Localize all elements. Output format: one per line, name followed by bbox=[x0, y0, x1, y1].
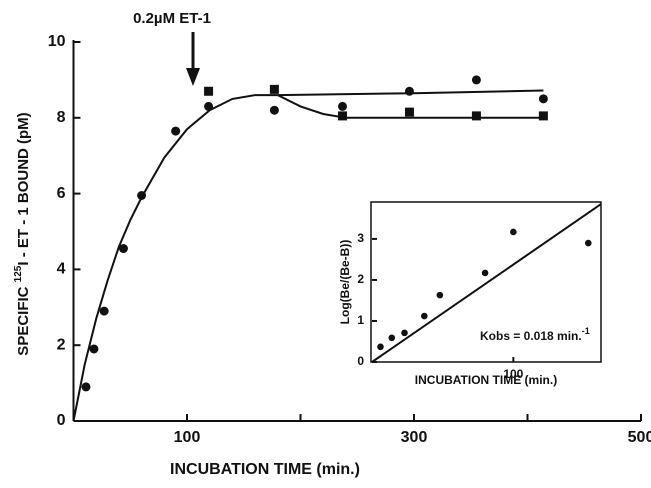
circle-point bbox=[538, 94, 548, 104]
circle-point bbox=[89, 344, 99, 354]
annotation: 0.2µM ET-1 bbox=[133, 10, 211, 27]
inset-y-tick-label: 0 bbox=[357, 354, 364, 368]
circle-point bbox=[118, 244, 128, 254]
circle-point bbox=[81, 382, 91, 392]
y-axis-label: SPECIFIC 125I - ET - 1 BOUND (pM) bbox=[13, 112, 32, 355]
inset-circle-point bbox=[421, 312, 428, 320]
y-tick-label: 0 bbox=[57, 412, 66, 429]
inset-y-tick-label: 3 bbox=[357, 231, 364, 245]
y-tick-label: 4 bbox=[57, 261, 66, 278]
inset-x-axis-label: INCUBATION TIME (min.) bbox=[415, 373, 557, 387]
inset-circle-point bbox=[481, 269, 489, 277]
inset-y-axis-label: Log(Be/(Be-B)) bbox=[338, 240, 352, 325]
inset-y-tick-label: 1 bbox=[357, 313, 364, 327]
fit-line bbox=[277, 89, 544, 97]
y-tick-label: 8 bbox=[57, 109, 66, 126]
inset-circle-point bbox=[377, 343, 384, 351]
inset-circle-point bbox=[388, 334, 396, 342]
circle-point bbox=[471, 75, 481, 85]
x-tick-label: 300 bbox=[401, 429, 428, 446]
square-point bbox=[538, 111, 548, 121]
inset-circle-point bbox=[510, 228, 517, 236]
circle-point bbox=[337, 101, 347, 111]
x-axis-label: INCUBATION TIME (min.) bbox=[170, 461, 360, 478]
y-label-main: I - ET - 1 BOUND (pM) bbox=[15, 112, 32, 265]
fit-line bbox=[72, 94, 278, 422]
square-point bbox=[471, 111, 481, 121]
circle-point bbox=[99, 306, 109, 316]
annotation-arrow bbox=[186, 32, 200, 86]
y-tick-label: 2 bbox=[57, 336, 66, 353]
inset-circle-point bbox=[436, 291, 444, 299]
inset-annotation-main: Kobs = 0.018 min. bbox=[480, 329, 582, 343]
y-label-prefix: SPECIFIC bbox=[15, 286, 32, 355]
inset-circle-point bbox=[584, 239, 592, 247]
circle-point bbox=[269, 105, 279, 115]
square-point bbox=[404, 107, 414, 117]
inset-circle-point bbox=[401, 329, 408, 337]
inset-annotation: Kobs = 0.018 min.-1 bbox=[480, 326, 590, 343]
fit-line bbox=[277, 94, 544, 119]
circle-point bbox=[171, 126, 181, 136]
circle-point bbox=[404, 86, 414, 96]
y-tick-label: 10 bbox=[48, 33, 66, 50]
inset-x-tick-label: 100 bbox=[503, 367, 523, 381]
x-tick-label: 500 bbox=[628, 429, 651, 446]
square-point bbox=[204, 86, 214, 96]
square-point bbox=[269, 84, 279, 94]
inset-fit-line bbox=[371, 203, 602, 363]
y-tick-label: 6 bbox=[57, 185, 66, 202]
y-label-superscript: 125 bbox=[13, 265, 24, 282]
inset-annotation-superscript: -1 bbox=[582, 326, 590, 336]
square-point bbox=[337, 111, 347, 121]
inset-y-tick-label: 2 bbox=[357, 272, 364, 286]
x-tick-label: 100 bbox=[174, 429, 201, 446]
